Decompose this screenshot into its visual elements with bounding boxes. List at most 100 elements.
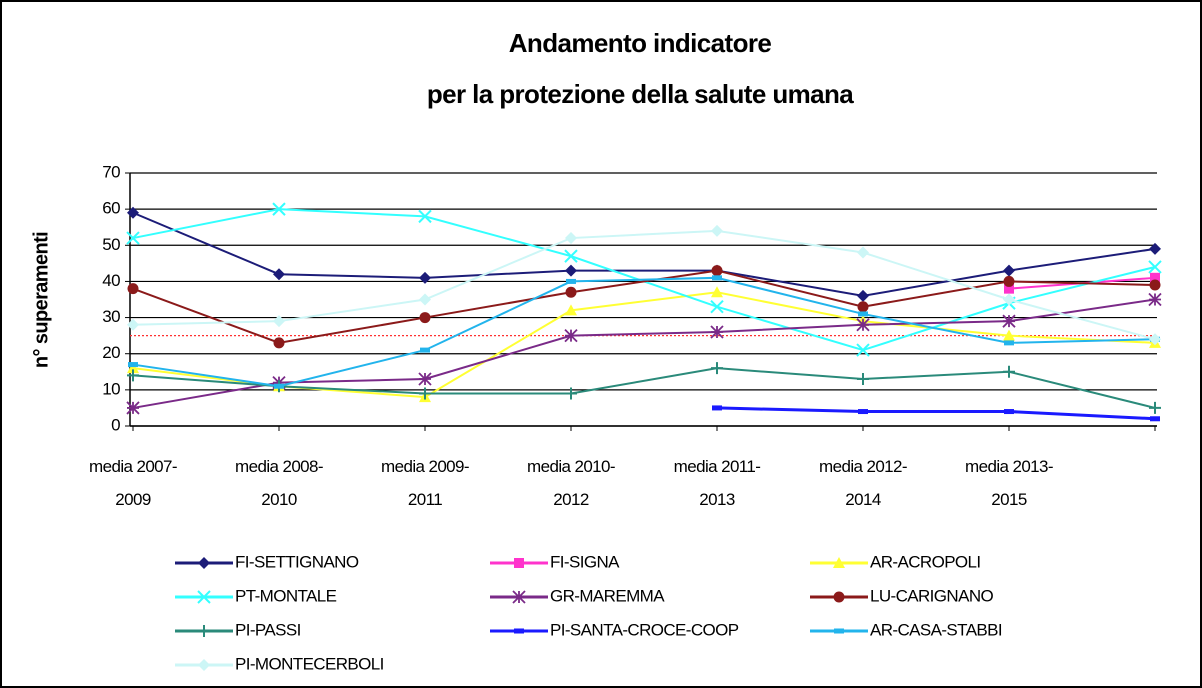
legend-label: LU-CARIGNANO xyxy=(870,586,994,605)
series-line xyxy=(132,367,1156,409)
marker xyxy=(857,373,869,386)
marker xyxy=(197,590,211,604)
marker xyxy=(857,289,869,302)
x-tick-label: media 2011-2013 xyxy=(673,457,761,509)
marker xyxy=(127,369,139,382)
marker xyxy=(566,278,576,284)
marker xyxy=(1003,264,1015,277)
marker xyxy=(712,405,722,411)
marker xyxy=(1004,340,1014,346)
marker xyxy=(1003,365,1015,378)
legend-item: PI-PASSI xyxy=(175,620,301,639)
marker xyxy=(273,337,285,349)
marker xyxy=(1003,293,1015,306)
marker xyxy=(1002,314,1016,328)
series-line xyxy=(132,298,1156,409)
legend-label: PI-PASSI xyxy=(235,620,301,639)
legend-item: LU-CARIGNANO xyxy=(810,586,994,605)
marker xyxy=(512,590,526,604)
marker xyxy=(127,283,139,295)
marker xyxy=(274,383,284,389)
marker xyxy=(1149,242,1161,255)
series-line xyxy=(132,276,1156,388)
y-tick-label: 0 xyxy=(111,415,120,434)
legend-label: FI-SIGNA xyxy=(550,552,620,571)
marker xyxy=(1148,292,1162,307)
marker xyxy=(126,231,140,245)
y-tick-label: 10 xyxy=(102,379,120,398)
marker xyxy=(565,232,577,245)
marker xyxy=(198,625,210,637)
legend-item: GR-MAREMMA xyxy=(490,586,666,605)
marker xyxy=(1150,272,1160,283)
x-tick-label: media 2007-2009 xyxy=(89,457,178,509)
marker xyxy=(198,557,210,569)
x-tick-label: media 2009-2011 xyxy=(381,457,470,509)
marker xyxy=(127,206,139,219)
marker xyxy=(273,315,285,328)
legend-item: PT-MONTALE xyxy=(175,586,337,605)
marker xyxy=(565,304,577,316)
marker xyxy=(1149,279,1161,291)
marker xyxy=(128,362,138,368)
marker xyxy=(857,246,869,259)
marker xyxy=(711,265,723,277)
marker xyxy=(419,312,431,324)
marker xyxy=(419,271,431,284)
marker xyxy=(711,286,723,298)
marker xyxy=(1004,409,1014,415)
legend-item: AR-CASA-STABBI xyxy=(810,620,1003,639)
series-line xyxy=(132,269,1156,344)
y-axis-label: n° superamenti xyxy=(30,232,52,368)
marker xyxy=(1003,275,1015,287)
marker xyxy=(419,293,431,306)
y-tick-label: 50 xyxy=(102,235,120,254)
y-tick-label: 40 xyxy=(102,271,120,290)
marker xyxy=(272,202,286,216)
y-tick-label: 70 xyxy=(102,162,120,181)
marker xyxy=(1003,329,1015,341)
marker xyxy=(834,628,844,634)
legend-label: AR-ACROPOLI xyxy=(870,552,981,571)
x-tick-label: media 2008-2010 xyxy=(235,457,324,509)
marker xyxy=(418,372,432,386)
legend-label: FI-SETTIGNANO xyxy=(235,552,359,571)
legend-item: AR-ACROPOLI xyxy=(810,552,981,571)
marker xyxy=(418,209,432,224)
marker xyxy=(1004,283,1014,294)
marker xyxy=(514,628,524,634)
legend-label: PI-MONTECERBOLI xyxy=(235,654,384,673)
marker xyxy=(565,286,577,298)
marker xyxy=(833,591,845,603)
marker xyxy=(198,659,210,671)
marker xyxy=(127,318,139,331)
y-tick-label: 60 xyxy=(102,199,120,218)
x-tick-label: media 2012-2014 xyxy=(819,457,908,509)
marker xyxy=(127,362,139,374)
y-tick-label: 20 xyxy=(102,343,120,362)
x-tick-label: media 2010-2012 xyxy=(527,457,616,509)
marker xyxy=(1150,416,1160,422)
chart-subtitle: per la protezione della salute umana xyxy=(427,79,854,109)
marker xyxy=(711,362,723,375)
marker xyxy=(564,249,578,263)
marker xyxy=(565,387,577,400)
legend-item: PI-MONTECERBOLI xyxy=(175,654,384,673)
marker xyxy=(710,325,724,339)
marker xyxy=(1148,260,1162,274)
legend-label: PI-SANTA-CROCE-COOP xyxy=(550,620,739,639)
marker xyxy=(273,268,285,281)
x-tick-label: media 2013-2015 xyxy=(965,457,1054,509)
legend-label: PT-MONTALE xyxy=(235,586,337,605)
legend-item: FI-SETTIGNANO xyxy=(175,552,359,571)
marker xyxy=(564,329,578,343)
marker xyxy=(833,557,845,568)
marker xyxy=(857,301,869,313)
marker xyxy=(856,343,870,357)
series-line xyxy=(716,406,1156,421)
series-line xyxy=(132,211,1156,297)
legend-item: FI-SIGNA xyxy=(490,552,621,571)
marker xyxy=(419,387,431,400)
